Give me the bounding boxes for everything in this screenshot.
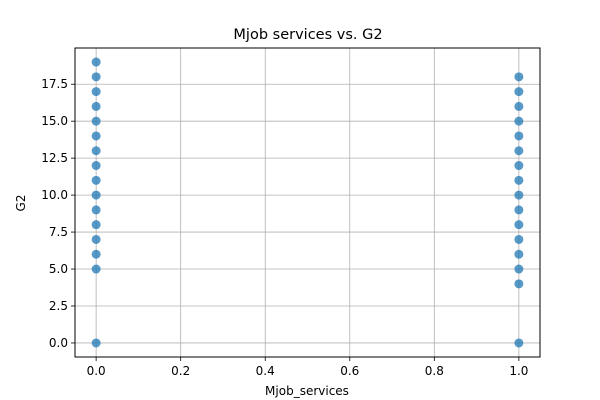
data-point	[514, 234, 524, 244]
data-point	[91, 338, 101, 348]
data-point	[514, 131, 524, 141]
y-tick-label: 5.0	[49, 262, 68, 276]
x-axis-label: Mjob_services	[265, 384, 349, 398]
x-tick-label: 0.0	[87, 364, 106, 378]
data-point	[514, 116, 524, 126]
data-point	[91, 220, 101, 230]
chart-title: Mjob services vs. G2	[233, 27, 382, 43]
x-tick-label: 0.4	[256, 364, 275, 378]
data-point	[514, 338, 524, 348]
x-tick-label: 0.8	[425, 364, 444, 378]
data-point	[91, 87, 101, 97]
y-axis-label: G2	[14, 195, 28, 212]
data-point	[91, 264, 101, 274]
data-point	[514, 264, 524, 274]
data-point	[91, 205, 101, 215]
data-point	[514, 220, 524, 230]
data-point	[514, 161, 524, 171]
data-point	[514, 190, 524, 200]
y-tick-label: 17.5	[41, 77, 68, 91]
data-point	[514, 205, 524, 215]
x-tick-label: 1.0	[509, 364, 528, 378]
data-point	[91, 72, 101, 82]
data-point	[91, 131, 101, 141]
data-point	[514, 146, 524, 156]
y-tick-label: 0.0	[49, 336, 68, 350]
y-tick-label: 7.5	[49, 225, 68, 239]
data-point	[91, 175, 101, 185]
data-point	[514, 87, 524, 97]
axis-ticks: 0.0 0.2 0.4 0.6 0.8 1.0 0.0 2.5 5.0 7.5 10.0 12.5 15…	[41, 77, 528, 378]
x-tick-label: 0.6	[340, 364, 359, 378]
data-point	[91, 116, 101, 126]
grid-lines	[75, 48, 540, 357]
data-point	[514, 249, 524, 259]
data-point	[91, 57, 101, 67]
y-tick-label: 10.0	[41, 188, 68, 202]
x-tick-label: 0.2	[171, 364, 190, 378]
data-points	[91, 57, 524, 348]
data-point	[91, 101, 101, 111]
y-tick-label: 2.5	[49, 299, 68, 313]
y-tick-label: 15.0	[41, 114, 68, 128]
data-point	[514, 175, 524, 185]
data-point	[91, 234, 101, 244]
data-point	[91, 161, 101, 171]
data-point	[91, 146, 101, 156]
data-point	[91, 249, 101, 259]
data-point	[514, 101, 524, 111]
data-point	[514, 279, 524, 289]
data-point	[514, 72, 524, 82]
plot-frame	[74, 47, 541, 358]
data-point	[91, 190, 101, 200]
y-tick-label: 12.5	[41, 151, 68, 165]
